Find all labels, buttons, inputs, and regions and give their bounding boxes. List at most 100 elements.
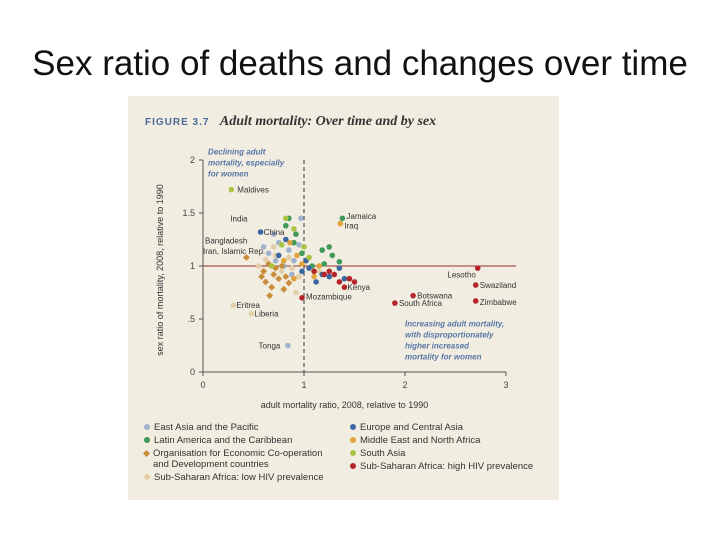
data-point: [285, 279, 293, 287]
data-point: [287, 239, 293, 246]
data-point: [283, 222, 289, 229]
legend-item: Sub-Saharan Africa: low HIV prevalence: [144, 472, 324, 483]
figure-title: Adult mortality: Over time and by sex: [219, 114, 437, 129]
y-tick-label: 1.5: [182, 208, 195, 218]
data-point: [228, 186, 235, 193]
data-point: [306, 265, 312, 271]
data-point: [283, 236, 289, 243]
y-tick-label: 1: [190, 261, 195, 271]
data-point: [248, 310, 255, 317]
legend-marker: [142, 449, 151, 458]
point-label: Zimbabwe: [480, 298, 517, 307]
data-point: [326, 244, 333, 250]
figure-header: FIGURE 3.7 Adult mortality: Over time an…: [145, 112, 436, 130]
data-point: [262, 278, 270, 286]
data-point: [258, 273, 265, 280]
data-point: [243, 254, 250, 261]
figure-panel: FIGURE 3.7 Adult mortality: Over time an…: [128, 96, 559, 500]
data-point: [278, 242, 285, 248]
annotation-line: mortality, especially: [208, 159, 285, 168]
data-point: [260, 244, 267, 250]
data-point: [321, 261, 327, 267]
data-point: [341, 284, 348, 290]
data-point: [296, 242, 302, 248]
data-point: [270, 244, 277, 250]
point-label: South Africa: [399, 299, 443, 308]
data-point: [289, 265, 295, 271]
data-point: [474, 265, 481, 271]
point-label: China: [264, 228, 285, 237]
x-axis-label: adult mortality ratio, 2008, relative to…: [261, 400, 429, 410]
data-point: [285, 342, 291, 349]
chart-legend: East Asia and the Pacific Latin America a…: [142, 422, 554, 498]
y-axis-label: sex ratio of mortality, 2008, relative t…: [155, 184, 165, 355]
legend-marker: [350, 437, 356, 443]
y-tick-label: 2: [190, 155, 195, 165]
data-point: [275, 275, 283, 283]
data-point: [336, 265, 343, 271]
legend-item: Middle East and North Africa: [350, 435, 480, 446]
data-point: [280, 285, 288, 293]
data-point: [341, 275, 348, 282]
annotation-line: mortality for women: [405, 352, 482, 361]
data-point: [291, 275, 297, 282]
x-tick-label: 2: [402, 380, 407, 390]
data-point: [410, 292, 416, 299]
data-point: [286, 247, 292, 253]
legend-label: South Asia: [360, 448, 406, 459]
data-point: [351, 279, 358, 285]
scatter-chart: 0 1 2 3 0 .5 1 1.5 2 adult mortality ratio, 2008,…: [155, 148, 517, 410]
data-point: [291, 226, 297, 232]
data-point: [337, 220, 344, 227]
point-label: Swaziland: [480, 281, 516, 290]
data-point: [260, 267, 267, 275]
legend-item: East Asia and the Pacific: [144, 422, 259, 433]
point-label: Bangladesh: [205, 237, 247, 246]
data-point: [291, 257, 297, 264]
data-point: [230, 302, 237, 309]
data-point: [346, 275, 353, 282]
data-point: [282, 273, 290, 280]
figure-number: FIGURE 3.7: [145, 117, 210, 128]
data-point: [262, 256, 269, 263]
data-point: [294, 252, 300, 259]
legend-marker: [350, 424, 356, 430]
legend-item: South Asia: [350, 448, 405, 459]
point-label: Liberia: [255, 310, 280, 319]
legend-label: Latin America and the Caribbean: [154, 435, 293, 446]
data-point: [283, 215, 289, 222]
point-label: Iraq: [344, 222, 358, 231]
data-point: [272, 257, 279, 264]
legend-label: Sub-Saharan Africa: high HIV prevalence: [360, 461, 534, 472]
point-label: Kenya: [347, 283, 370, 292]
legend-item: Organisation for Economic Co-operation a…: [142, 448, 323, 470]
point-label: Maldives: [237, 186, 269, 195]
point-label: Lesotho: [447, 270, 476, 279]
point-label: India: [230, 214, 248, 223]
data-point: [265, 250, 272, 257]
data-point: [331, 271, 338, 278]
data-point: [268, 283, 276, 291]
y-tick-label: .5: [187, 314, 195, 324]
legend-item: Sub-Saharan Africa: high HIV prevalence: [350, 461, 533, 472]
data-point: [339, 215, 346, 222]
data-point: [311, 273, 317, 280]
data-point: [291, 239, 297, 246]
data-point: [472, 298, 479, 304]
data-point: [336, 258, 343, 265]
data-point: [299, 268, 305, 275]
data-point: [301, 244, 307, 250]
legend-item: Latin America and the Caribbean: [144, 435, 292, 446]
data-point: [298, 215, 304, 222]
data-point: [472, 282, 479, 288]
data-point: [266, 292, 274, 300]
legend-marker: [350, 450, 356, 456]
legend-marker: [144, 474, 150, 480]
data-point: [255, 263, 262, 269]
legend-label: Europe and Central Asia: [360, 422, 463, 433]
point-label: Botswana: [417, 292, 453, 301]
data-point: [319, 247, 325, 253]
annotation-line: for women: [208, 170, 249, 179]
data-point: [278, 268, 285, 275]
data-point: [329, 252, 336, 259]
